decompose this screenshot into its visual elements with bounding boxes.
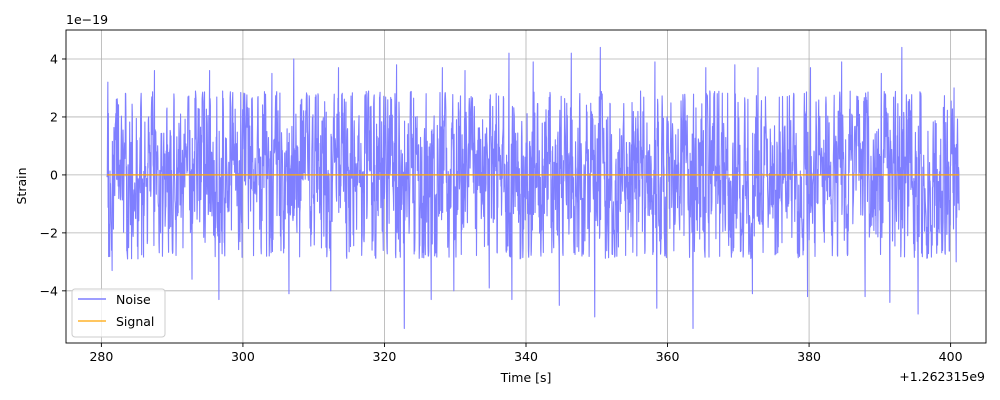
x-tick-label: 300 <box>231 349 255 364</box>
legend: Noise Signal <box>71 288 166 338</box>
y-axis-ticks: −4 −2 0 2 4 <box>40 51 66 298</box>
legend-noise-label: Noise <box>116 292 151 307</box>
x-tick-label: 360 <box>656 349 680 364</box>
x-tick-label: 340 <box>514 349 538 364</box>
x-axis-label: Time [s] <box>500 370 552 385</box>
x-tick-label: 320 <box>373 349 397 364</box>
x-axis-ticks: 280 300 320 340 360 380 400 <box>89 343 963 364</box>
y-tick-label: 4 <box>50 51 58 66</box>
y-tick-label: 0 <box>50 167 58 182</box>
legend-signal-label: Signal <box>116 314 154 329</box>
x-offset-label: +1.262315e9 <box>899 369 985 384</box>
y-tick-label: −4 <box>40 283 58 298</box>
y-tick-label: −2 <box>40 225 58 240</box>
x-tick-label: 380 <box>797 349 821 364</box>
x-tick-label: 280 <box>89 349 113 364</box>
y-scale-label: 1e−19 <box>66 12 108 27</box>
x-tick-label: 400 <box>939 349 963 364</box>
y-axis-label: Strain <box>14 167 29 204</box>
y-tick-label: 2 <box>50 109 58 124</box>
legend-box <box>71 288 166 338</box>
